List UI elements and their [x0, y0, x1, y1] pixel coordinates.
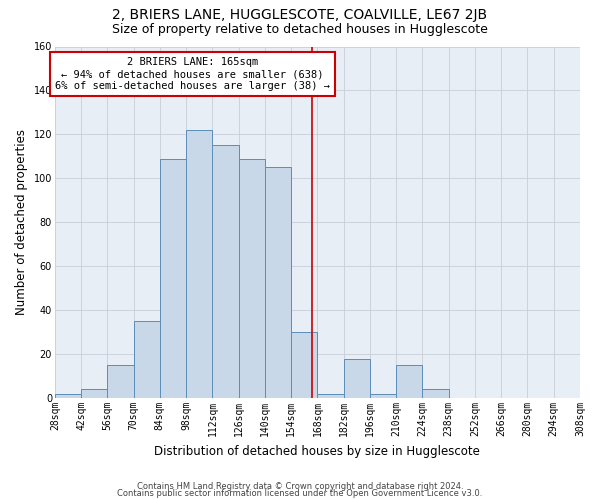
Text: Size of property relative to detached houses in Hugglescote: Size of property relative to detached ho… — [112, 22, 488, 36]
Bar — [317, 394, 344, 398]
Bar — [291, 332, 317, 398]
Y-axis label: Number of detached properties: Number of detached properties — [15, 130, 28, 316]
Bar — [212, 146, 239, 398]
Bar — [55, 394, 81, 398]
Bar — [160, 158, 186, 398]
Bar — [134, 321, 160, 398]
Text: Contains HM Land Registry data © Crown copyright and database right 2024.: Contains HM Land Registry data © Crown c… — [137, 482, 463, 491]
Bar — [107, 365, 134, 398]
Text: 2, BRIERS LANE, HUGGLESCOTE, COALVILLE, LE67 2JB: 2, BRIERS LANE, HUGGLESCOTE, COALVILLE, … — [112, 8, 488, 22]
Bar — [396, 365, 422, 398]
Bar — [370, 394, 396, 398]
Text: Contains public sector information licensed under the Open Government Licence v3: Contains public sector information licen… — [118, 490, 482, 498]
Bar — [422, 390, 449, 398]
Text: 2 BRIERS LANE: 165sqm
← 94% of detached houses are smaller (638)
6% of semi-deta: 2 BRIERS LANE: 165sqm ← 94% of detached … — [55, 58, 330, 90]
Bar — [186, 130, 212, 398]
X-axis label: Distribution of detached houses by size in Hugglescote: Distribution of detached houses by size … — [154, 444, 481, 458]
Bar — [344, 358, 370, 398]
Bar — [239, 158, 265, 398]
Bar — [81, 390, 107, 398]
Bar — [265, 168, 291, 398]
